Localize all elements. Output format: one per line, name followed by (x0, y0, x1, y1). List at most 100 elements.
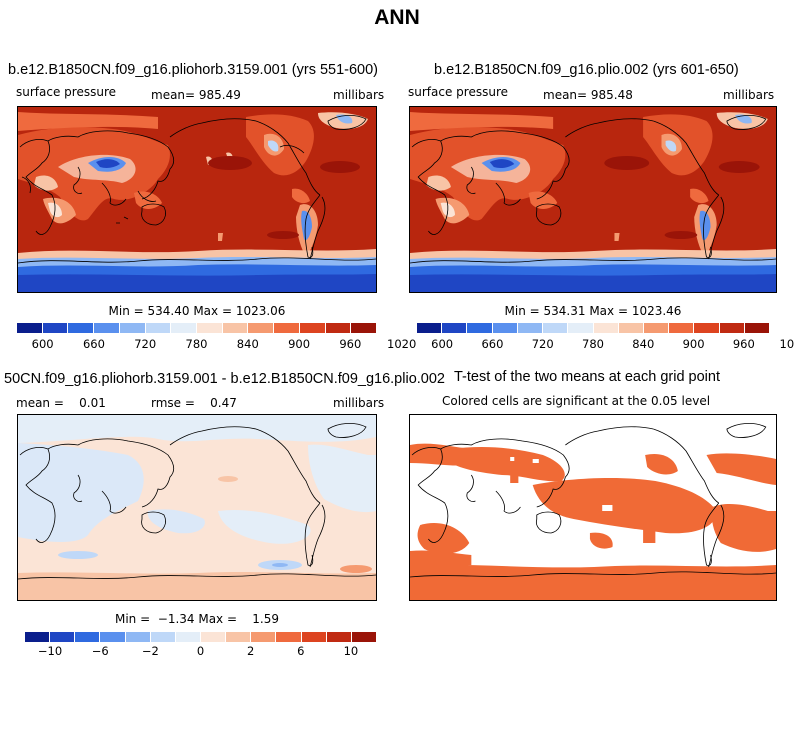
colorbar-segment (417, 323, 443, 333)
panel3-units: millibars (333, 396, 385, 410)
colorbar-segment (325, 323, 352, 333)
colorbar-tick-label: 840 (632, 337, 655, 351)
colorbar-segment (222, 323, 249, 333)
panel2-mean: mean= 985.48 (543, 88, 633, 102)
colorbar-segment (517, 323, 544, 333)
panel2-map-field (410, 112, 776, 292)
panel4-significant-cells (410, 443, 776, 600)
panel2-variable: surface pressure (408, 85, 508, 99)
colorbar-tick-label: 900 (682, 337, 705, 351)
panel2-colorbar (417, 323, 770, 333)
panel4-title: T-test of the two means at each grid poi… (454, 369, 720, 385)
panel2-south-pacific-high (664, 231, 698, 239)
colorbar-tick-label: 600 (431, 337, 454, 351)
panel1-colorbar (17, 323, 377, 333)
panel1-antarctica (18, 249, 376, 292)
panel3-colorbar (25, 632, 376, 642)
colorbar-tick-label: 780 (582, 337, 604, 351)
colorbar-tick-label: −10 (37, 644, 63, 658)
panel1-map-field (18, 112, 376, 292)
colorbar-segment (744, 323, 770, 333)
panel1-atlantic-high (320, 161, 360, 173)
panel2-land-pressure (410, 112, 768, 257)
panel2-units: millibars (723, 88, 775, 102)
panel3-rmse: rmse = 0.47 (151, 396, 237, 410)
panel4-subtitle: Colored cells are significant at the 0.0… (442, 394, 711, 408)
colorbar-segment (669, 323, 695, 333)
panel3-coastlines (18, 423, 376, 580)
panel4-map-field (410, 423, 776, 600)
colorbar-segment (145, 323, 172, 333)
colorbar-segment (150, 632, 176, 642)
colorbar-tick-label: 10 (343, 644, 359, 658)
colorbar-tick-label: 900 (288, 337, 311, 351)
panel3-title: 50CN.f09_g16.pliohorb.3159.001 - b.e12.B… (4, 371, 445, 387)
colorbar-segment (50, 632, 76, 642)
colorbar-segment (492, 323, 518, 333)
colorbar-segment (593, 323, 619, 333)
colorbar-segment (125, 632, 151, 642)
panel2-antarctica (410, 249, 776, 292)
colorbar-tick-label: 0 (196, 644, 205, 658)
colorbar-segment (42, 323, 69, 333)
panel1-title: b.e12.B1850CN.f09_g16.pliohorb.3159.001 … (8, 62, 379, 78)
colorbar-segment (226, 632, 252, 642)
panel1-minmax: Min = 534.40 Max = 1023.06 (108, 304, 286, 318)
colorbar-segment (643, 323, 670, 333)
colorbar-tick-label: 780 (185, 337, 208, 351)
colorbar-tick-label: 1020 (779, 337, 794, 351)
colorbar-tick-label: 1020 (387, 337, 417, 351)
panel1-variable: surface pressure (16, 85, 116, 99)
panel3-difference-field (18, 415, 376, 600)
panel2-title: b.e12.B1850CN.f09_g16.plio.002 (yrs 601-… (434, 62, 739, 78)
colorbar-segment (694, 323, 720, 333)
panel1-mean: mean= 985.49 (151, 88, 241, 102)
panel2-pacific-high (604, 156, 650, 170)
colorbar-tick-label: 6 (297, 644, 305, 658)
colorbar-segment (301, 632, 327, 642)
colorbar-segment (276, 632, 302, 642)
colorbar-segment (467, 323, 493, 333)
panel3-map-field (18, 415, 376, 600)
panel3-mean: mean = 0.01 (16, 396, 106, 410)
panel1-map (17, 106, 377, 293)
colorbar-segment (119, 323, 146, 333)
colorbar-segment (442, 323, 468, 333)
colorbar-tick-label: 960 (339, 337, 362, 351)
colorbar-segment (75, 632, 101, 642)
panel3-map (17, 414, 377, 601)
panel1-units: millibars (333, 88, 385, 102)
colorbar-tick-label: 960 (732, 337, 755, 351)
colorbar-segment (68, 323, 95, 333)
colorbar-segment (25, 632, 51, 642)
panel4-coastlines (410, 423, 776, 578)
colorbar-segment (94, 323, 120, 333)
colorbar-segment (17, 323, 43, 333)
panel4-map (409, 414, 777, 601)
colorbar-segment (351, 632, 376, 642)
colorbar-segment (175, 632, 201, 642)
panel1-land-pressure (18, 112, 368, 257)
colorbar-segment (171, 323, 198, 333)
panel3-minmax: Min = −1.34 Max = 1.59 (114, 612, 280, 626)
colorbar-segment (251, 632, 277, 642)
colorbar-tick-label: 660 (481, 337, 504, 351)
colorbar-segment (200, 632, 227, 642)
colorbar-tick-label: 600 (31, 337, 54, 351)
colorbar-segment (274, 323, 300, 333)
colorbar-tick-label: 840 (236, 337, 259, 351)
colorbar-tick-label: 660 (82, 337, 105, 351)
colorbar-segment (326, 632, 352, 642)
colorbar-tick-label: −6 (91, 644, 109, 658)
colorbar-segment (568, 323, 594, 333)
colorbar-segment (351, 323, 377, 333)
colorbar-tick-label: 720 (531, 337, 554, 351)
panel1-coastlines (18, 115, 376, 264)
colorbar-tick-label: 2 (246, 644, 255, 658)
colorbar-tick-label: −2 (141, 644, 159, 658)
colorbar-segment (719, 323, 745, 333)
figure-title: ANN (374, 6, 420, 29)
panel2-coastlines (410, 115, 776, 264)
panel2-atlantic-high (718, 161, 760, 173)
colorbar-segment (299, 323, 326, 333)
